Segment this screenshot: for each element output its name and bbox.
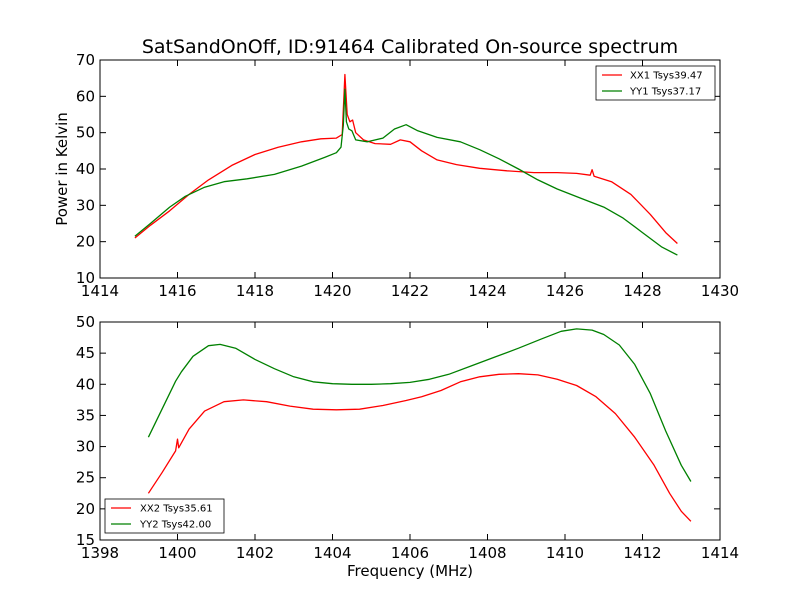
- bottom-y-tick-label: 40: [76, 375, 95, 393]
- bottom-x-tick-label: 1414: [701, 544, 739, 562]
- bottom-series-line-1: [147, 373, 692, 522]
- top-x-tick-label: 1418: [236, 282, 274, 300]
- bottom-y-tick-label: 15: [76, 531, 95, 549]
- top-y-tick-label: 40: [76, 160, 95, 178]
- top-x-tick-label: 1426: [546, 282, 584, 300]
- top-y-tick-label: 50: [76, 124, 95, 142]
- bottom-x-tick-label: 1400: [158, 544, 196, 562]
- bottom-plot-frame: [99, 321, 721, 541]
- bottom-y-tick-label: 25: [76, 469, 95, 487]
- figure-title: SatSandOnOff, ID:91464 Calibrated On-sou…: [142, 36, 678, 58]
- bottom-y-tick-label: 30: [76, 438, 95, 456]
- top-y-axis-label: Power in Kelvin: [53, 112, 71, 226]
- top-legend-box: [595, 65, 716, 101]
- top-y-tick-label: 10: [76, 269, 95, 287]
- top-axis-ticks: 1414 1416 1418 1420 1422 1424 1426 1428 1430 10 20…: [76, 51, 739, 300]
- bottom-y-tick-label: 20: [76, 500, 95, 518]
- top-x-tick-label: 1428: [623, 282, 661, 300]
- top-series-line-2: [134, 88, 678, 256]
- top-legend-label-xx1: XX1 Tsys39.47: [630, 71, 703, 82]
- bottom-x-tick-label: 1410: [546, 544, 584, 562]
- bottom-x-axis-label: Frequency (MHz): [347, 562, 473, 580]
- bottom-legend-label-yy2: YY2 Tsys42.00: [139, 520, 211, 531]
- top-x-tick-label: 1420: [313, 282, 351, 300]
- bottom-x-tick-label: 1408: [468, 544, 506, 562]
- bottom-x-tick-label: 1398: [81, 544, 119, 562]
- bottom-y-tick-label: 35: [76, 406, 95, 424]
- bottom-series-line-2: [147, 328, 692, 482]
- top-y-tick-label: 70: [76, 51, 95, 69]
- bottom-legend-label-xx2: XX2 Tsys35.61: [140, 504, 213, 515]
- bottom-x-tick-label: 1412: [623, 544, 661, 562]
- top-x-tick-label: 1422: [391, 282, 429, 300]
- top-legend-label-yy1: YY1 Tsys37.17: [629, 87, 701, 98]
- bottom-x-tick-label: 1402: [236, 544, 274, 562]
- top-y-tick-label: 20: [76, 233, 95, 251]
- top-series-lines: [134, 73, 678, 256]
- top-x-tick-label: 1430: [701, 282, 739, 300]
- top-legend: XX1 Tsys39.47 YY1 Tsys37.17: [595, 65, 716, 101]
- bottom-x-tick-label: 1404: [313, 544, 351, 562]
- bottom-y-tick-label: 50: [76, 313, 95, 331]
- top-plot-frame: [99, 59, 721, 279]
- bottom-series-lines: [147, 328, 692, 522]
- top-x-tick-label: 1424: [468, 282, 506, 300]
- top-x-tick-label: 1416: [158, 282, 196, 300]
- bottom-legend-box: [104, 498, 225, 534]
- bottom-legend: XX2 Tsys35.61 YY2 Tsys42.00: [104, 498, 225, 534]
- bottom-panel: Frequency (MHz) 1398 1400 1402 1404 1406 1408…: [76, 313, 739, 580]
- top-y-tick-label: 30: [76, 196, 95, 214]
- top-x-tick-label: 1414: [81, 282, 119, 300]
- top-y-tick-label: 60: [76, 87, 95, 105]
- bottom-x-tick-label: 1406: [391, 544, 429, 562]
- bottom-axis-ticks: 1398 1400 1402 1404 1406 1408 1410 1412 1414 15 20…: [76, 313, 739, 562]
- top-series-line-1: [134, 73, 678, 244]
- bottom-y-tick-label: 45: [76, 344, 95, 362]
- top-panel: Power in Kelvin 1414 1416 1418 1420 1422 1424…: [53, 51, 739, 300]
